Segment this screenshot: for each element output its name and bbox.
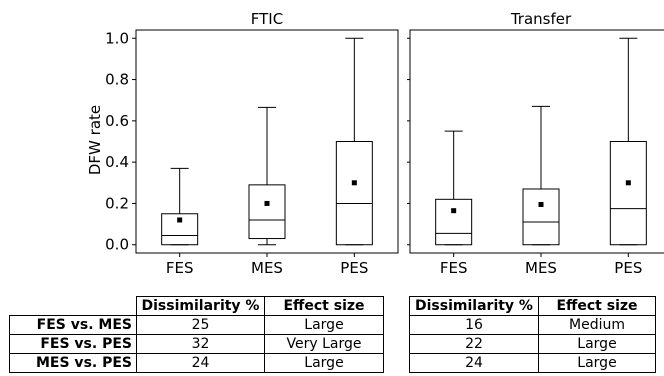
blank-corner — [10, 297, 137, 316]
iqr-box — [609, 141, 647, 246]
table-row: FES vs. MES 25 Large — [9, 315, 384, 335]
box-plot-figure: FTIC Transfer DFW rate 0.0 0.2 0.4 0.6 0.8 1.… — [86, 10, 664, 277]
row-label: FES vs. PES — [9, 334, 137, 354]
effect-size-cell: Medium — [538, 315, 656, 335]
column-header-effect-size: Effect size — [264, 296, 384, 316]
y-tick-label: 1.0 — [105, 29, 129, 47]
effect-size-cell: Very Large — [264, 334, 384, 354]
mean-marker — [625, 180, 631, 186]
x-tick-label: FES — [166, 259, 194, 277]
effect-size-cell: Large — [538, 334, 656, 354]
transfer-panel-title: Transfer — [510, 10, 572, 28]
dissimilarity-cell: 24 — [409, 353, 539, 373]
effect-size-cell: Large — [538, 353, 656, 373]
mean-marker — [351, 180, 357, 186]
row-label: MES vs. PES — [9, 353, 137, 373]
dissimilarity-cell: 22 — [409, 334, 539, 354]
table-header-row: Dissimilarity % Effect size — [409, 296, 656, 316]
mean-marker — [264, 200, 270, 206]
dissimilarity-cell: 24 — [136, 353, 265, 373]
dissimilarity-cell: 32 — [136, 334, 265, 354]
ftic-effect-size-table: Dissimilarity % Effect size FES vs. MES … — [9, 296, 384, 373]
mean-marker — [177, 217, 183, 223]
y-tick-label: 0.4 — [105, 153, 129, 171]
ftic-panel-title: FTIC — [251, 10, 283, 28]
dissimilarity-cell: 16 — [409, 315, 539, 335]
iqr-box — [435, 198, 473, 246]
transfer-effect-size-table: Dissimilarity % Effect size 16 Medium 22… — [409, 296, 656, 373]
x-tick-label: MES — [251, 259, 283, 277]
iqr-box — [335, 141, 373, 246]
table-row: MES vs. PES 24 Large — [9, 353, 384, 373]
table-row: 16 Medium — [409, 315, 656, 335]
effect-size-cell: Large — [264, 353, 384, 373]
y-tick-label: 0.6 — [105, 112, 129, 130]
table-row: 22 Large — [409, 334, 656, 354]
y-tick-label: 0.2 — [105, 194, 129, 212]
y-axis-label: DFW rate — [86, 105, 104, 175]
row-label: FES vs. MES — [9, 315, 137, 335]
x-tick-label: FES — [440, 259, 468, 277]
column-header-dissimilarity: Dissimilarity % — [409, 296, 539, 316]
x-tick-label: PES — [340, 259, 368, 277]
table-header-row: Dissimilarity % Effect size — [10, 296, 384, 316]
y-tick-label: 0.0 — [105, 236, 129, 254]
iqr-box — [522, 188, 560, 246]
table-row: 24 Large — [409, 353, 656, 373]
x-tick-label: MES — [525, 259, 557, 277]
iqr-box — [161, 213, 199, 246]
column-header-dissimilarity: Dissimilarity % — [136, 296, 265, 316]
dissimilarity-cell: 25 — [136, 315, 265, 335]
effect-size-cell: Large — [264, 315, 384, 335]
mean-marker — [538, 201, 544, 207]
table-row: FES vs. PES 32 Very Large — [9, 334, 384, 354]
mean-marker — [451, 208, 457, 214]
y-tick-label: 0.8 — [105, 71, 129, 89]
column-header-effect-size: Effect size — [538, 296, 656, 316]
iqr-box — [248, 184, 286, 240]
x-tick-label: PES — [614, 259, 642, 277]
